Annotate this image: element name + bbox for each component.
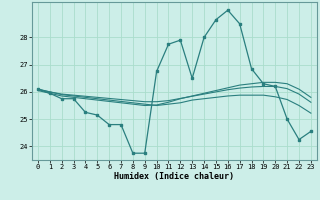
- X-axis label: Humidex (Indice chaleur): Humidex (Indice chaleur): [115, 172, 234, 181]
